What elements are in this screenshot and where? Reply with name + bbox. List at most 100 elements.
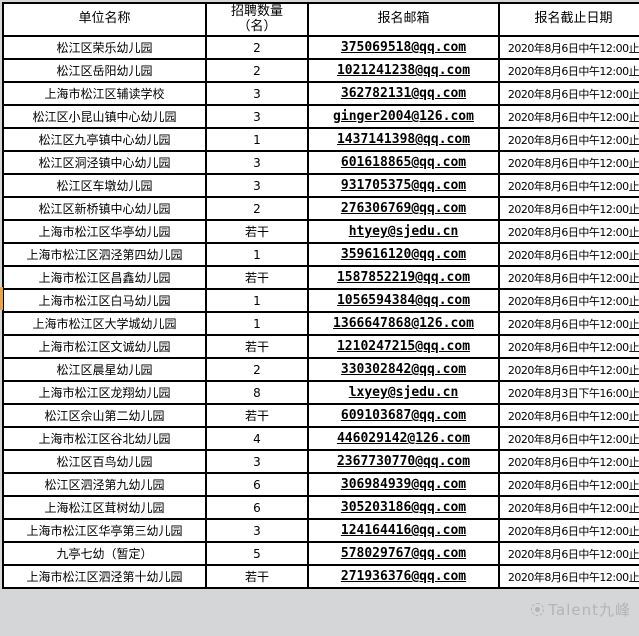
- deadline-cell: 2020年8月6日中午12:00止: [498, 426, 639, 451]
- unit-name-cell: 上海市松江区泗泾第四幼儿园: [2, 242, 207, 267]
- email-cell: 276306769@qq.com: [307, 196, 500, 221]
- email-link[interactable]: 271936376@qq.com: [340, 569, 467, 584]
- email-cell: 2367730770@qq.com: [307, 449, 500, 474]
- count-cell: 5: [205, 541, 309, 566]
- email-cell: 271936376@qq.com: [307, 564, 500, 589]
- email-cell: 305203186@qq.com: [307, 495, 500, 520]
- count-cell: 8: [205, 380, 309, 405]
- unit-name-cell: 松江区九亭镇中心幼儿园: [2, 127, 207, 152]
- table-row: 松江区小昆山镇中心幼儿园 3 ginger2004@126.com 2020年8月6日…: [2, 104, 639, 129]
- email-link[interactable]: 1437141398@qq.com: [336, 132, 471, 147]
- table-row: 上海市松江区谷北幼儿园 4 446029142@126.com 2020年8月6日中午…: [2, 426, 639, 451]
- unit-name-cell: 上海市松江区华亭第三幼儿园: [2, 518, 207, 543]
- unit-name-cell: 上海市松江区华亭幼儿园: [2, 219, 207, 244]
- table-row: 上海市松江区辅读学校 3 362782131@qq.com 2020年8月6日中午12…: [2, 81, 639, 106]
- unit-name-cell: 上海市松江区文诚幼儿园: [2, 334, 207, 359]
- deadline-cell: 2020年8月6日中午12:00止: [498, 472, 639, 497]
- email-link[interactable]: 305203186@qq.com: [340, 500, 467, 515]
- email-link[interactable]: 609103687@qq.com: [340, 408, 467, 423]
- email-cell: htyey@sjedu.cn: [307, 219, 500, 244]
- email-link[interactable]: ginger2004@126.com: [333, 109, 474, 124]
- email-cell: 601618865@qq.com: [307, 150, 500, 175]
- email-link[interactable]: 359616120@qq.com: [340, 247, 467, 262]
- deadline-cell: 2020年8月6日中午12:00止: [498, 311, 639, 336]
- unit-name-cell: 松江区佘山第二幼儿园: [2, 403, 207, 428]
- email-link[interactable]: 124164416@qq.com: [340, 523, 467, 538]
- unit-name-cell: 上海市松江区大学城幼儿园: [2, 311, 207, 336]
- email-link[interactable]: 276306769@qq.com: [340, 201, 467, 216]
- email-link[interactable]: 1021241238@qq.com: [336, 63, 471, 78]
- email-link[interactable]: htyey@sjedu.cn: [348, 224, 459, 239]
- table-body: 松江区荣乐幼儿园 2 375069518@qq.com 2020年8月6日中午12:0…: [2, 35, 639, 589]
- unit-name-cell: 上海市松江区谷北幼儿园: [2, 426, 207, 451]
- watermark-logo-icon: [531, 603, 545, 616]
- table-row: 松江区泗泾第九幼儿园 6 306984939@qq.com 2020年8月6日中午12…: [2, 472, 639, 497]
- deadline-cell: 2020年8月6日中午12:00止: [498, 403, 639, 428]
- count-cell: 3: [205, 150, 309, 175]
- table-row: 松江区新桥镇中心幼儿园 2 276306769@qq.com 2020年8月6日中午1…: [2, 196, 639, 221]
- email-link[interactable]: 1056594384@qq.com: [336, 293, 471, 308]
- unit-name-cell: 松江区岳阳幼儿园: [2, 58, 207, 83]
- table-header: 单位名称 招聘数量 （名） 报名邮箱 报名截止日期: [2, 2, 639, 37]
- email-cell: 578029767@qq.com: [307, 541, 500, 566]
- header-row: 单位名称 招聘数量 （名） 报名邮箱 报名截止日期: [2, 2, 639, 37]
- deadline-cell: 2020年8月6日中午12:00止: [498, 242, 639, 267]
- email-link[interactable]: 330302842@qq.com: [340, 362, 467, 377]
- deadline-cell: 2020年8月6日中午12:00止: [498, 265, 639, 290]
- unit-name-cell: 上海松江区茸树幼儿园: [2, 495, 207, 520]
- email-link[interactable]: 578029767@qq.com: [340, 546, 467, 561]
- unit-name-cell: 松江区泗泾第九幼儿园: [2, 472, 207, 497]
- deadline-cell: 2020年8月6日中午12:00止: [498, 173, 639, 198]
- email-link[interactable]: 362782131@qq.com: [340, 86, 467, 101]
- unit-name-cell: 松江区洞泾镇中心幼儿园: [2, 150, 207, 175]
- unit-name-cell: 松江区荣乐幼儿园: [2, 35, 207, 60]
- email-link[interactable]: 1210247215@qq.com: [336, 339, 471, 354]
- deadline-cell: 2020年8月6日中午12:00止: [498, 564, 639, 589]
- email-link[interactable]: 931705375@qq.com: [340, 178, 467, 193]
- count-cell: 3: [205, 104, 309, 129]
- table-row: 松江区晨星幼儿园 2 330302842@qq.com 2020年8月6日中午12:0…: [2, 357, 639, 382]
- deadline-cell: 2020年8月6日中午12:00止: [498, 127, 639, 152]
- deadline-cell: 2020年8月6日中午12:00止: [498, 219, 639, 244]
- table-row: 松江区佘山第二幼儿园 若干 609103687@qq.com 2020年8月6日中午1…: [2, 403, 639, 428]
- table-row: 上海市松江区文诚幼儿园 若干 1210247215@qq.com 2020年8月6日中…: [2, 334, 639, 359]
- email-cell: 1437141398@qq.com: [307, 127, 500, 152]
- email-link[interactable]: 1587852219@qq.com: [336, 270, 471, 285]
- unit-name-cell: 松江区晨星幼儿园: [2, 357, 207, 382]
- header-email: 报名邮箱: [307, 2, 500, 37]
- table-row: 松江区百鸟幼儿园 3 2367730770@qq.com 2020年8月6日中午12:…: [2, 449, 639, 474]
- table-row: 松江区荣乐幼儿园 2 375069518@qq.com 2020年8月6日中午12:0…: [2, 35, 639, 60]
- email-cell: 1056594384@qq.com: [307, 288, 500, 313]
- deadline-cell: 2020年8月6日中午12:00止: [498, 357, 639, 382]
- table-row: 上海市松江区昌鑫幼儿园 若干 1587852219@qq.com 2020年8月6日中…: [2, 265, 639, 290]
- email-cell: 1587852219@qq.com: [307, 265, 500, 290]
- count-cell: 6: [205, 495, 309, 520]
- email-cell: 931705375@qq.com: [307, 173, 500, 198]
- table-row: 上海市松江区白马幼儿园 1 1056594384@qq.com 2020年8月6日中午…: [2, 288, 639, 313]
- count-cell: 若干: [205, 334, 309, 359]
- deadline-cell: 2020年8月6日中午12:00止: [498, 334, 639, 359]
- email-cell: 1210247215@qq.com: [307, 334, 500, 359]
- email-cell: 375069518@qq.com: [307, 35, 500, 60]
- email-link[interactable]: 2367730770@qq.com: [336, 454, 471, 469]
- count-cell: 3: [205, 518, 309, 543]
- email-cell: ginger2004@126.com: [307, 104, 500, 129]
- email-cell: 306984939@qq.com: [307, 472, 500, 497]
- deadline-cell: 2020年8月6日中午12:00止: [498, 495, 639, 520]
- deadline-cell: 2020年8月3日下午16:00止: [498, 380, 639, 405]
- table-row: 上海市松江区华亭第三幼儿园 3 124164416@qq.com 2020年8月6日中…: [2, 518, 639, 543]
- deadline-cell: 2020年8月6日中午12:00止: [498, 541, 639, 566]
- email-cell: 609103687@qq.com: [307, 403, 500, 428]
- email-cell: lxyey@sjedu.cn: [307, 380, 500, 405]
- email-link[interactable]: lxyey@sjedu.cn: [348, 385, 459, 400]
- email-link[interactable]: 375069518@qq.com: [340, 40, 467, 55]
- unit-name-cell: 上海市松江区昌鑫幼儿园: [2, 265, 207, 290]
- email-link[interactable]: 446029142@126.com: [336, 431, 471, 446]
- count-cell: 2: [205, 35, 309, 60]
- unit-name-cell: 上海市松江区白马幼儿园: [2, 288, 207, 313]
- email-link[interactable]: 601618865@qq.com: [340, 155, 467, 170]
- header-count: 招聘数量 （名）: [205, 2, 309, 37]
- email-link[interactable]: 306984939@qq.com: [340, 477, 467, 492]
- count-cell: 1: [205, 242, 309, 267]
- email-link[interactable]: 1366647868@126.com: [333, 316, 474, 331]
